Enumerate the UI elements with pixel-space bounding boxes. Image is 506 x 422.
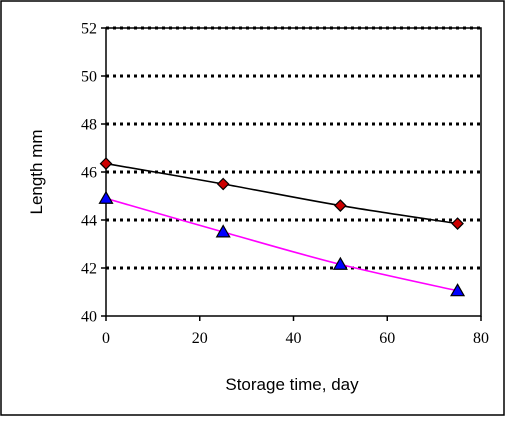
y-tick-label: 52 — [81, 21, 97, 38]
data-point-triangle — [215, 224, 231, 238]
y-tick-label: 40 — [81, 309, 97, 326]
series-group — [98, 157, 466, 297]
data-point-triangle — [450, 283, 466, 297]
x-tick-label: 20 — [192, 330, 208, 347]
data-point-diamond — [216, 177, 230, 191]
y-tick-label: 42 — [81, 261, 97, 278]
y-tick-label: 44 — [81, 213, 97, 230]
data-point-diamond — [334, 199, 347, 212]
series-1 — [99, 157, 464, 230]
axis-ticks: 40 42 44 46 48 50 52 0 20 40 60 80 — [81, 21, 489, 348]
data-point-diamond — [451, 217, 464, 230]
x-tick-label: 0 — [102, 330, 110, 347]
y-tick-label: 48 — [81, 117, 97, 134]
y-tick-label: 50 — [81, 69, 97, 86]
x-tick-label: 60 — [379, 330, 395, 347]
x-tick-label: 40 — [286, 330, 302, 347]
data-point-triangle — [98, 190, 114, 204]
x-tick-label: 80 — [473, 330, 489, 347]
data-point-triangle — [332, 256, 348, 270]
y-axis-title: Length mm — [27, 129, 46, 214]
series-line — [105, 162, 458, 225]
y-tick-label: 46 — [81, 165, 97, 182]
series-2 — [98, 190, 466, 297]
x-axis-title: Storage time, day — [225, 375, 359, 394]
data-point-diamond — [99, 157, 113, 170]
series-line — [105, 197, 458, 292]
